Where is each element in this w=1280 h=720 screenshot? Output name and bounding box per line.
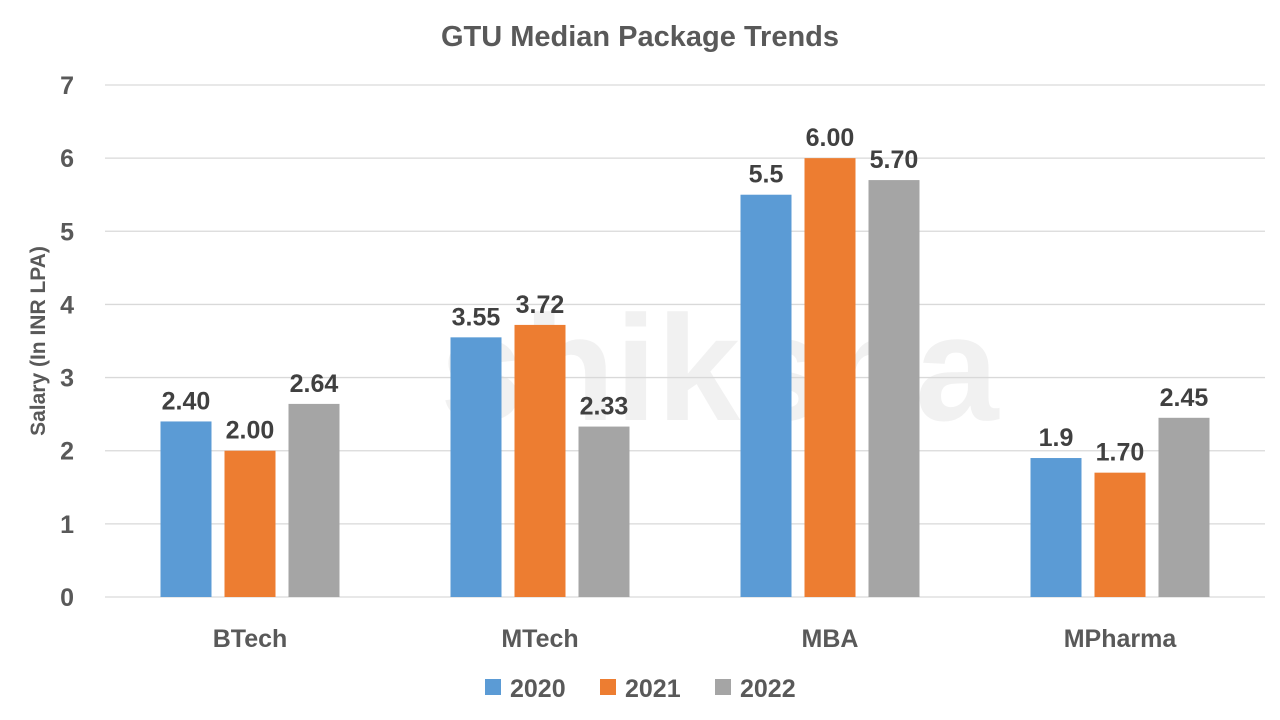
y-tick-label: 0 [60,584,74,612]
bar-2020-MTech [450,337,502,597]
y-tick-label: 2 [60,438,74,466]
data-label: 5.5 [749,161,784,189]
data-label: 2.33 [580,393,629,421]
x-axis-ticks: BTech MTech MBA MPharma [213,625,1178,653]
y-tick-label: 6 [60,145,74,173]
bar-2020-BTech [160,421,212,597]
bar-2021-BTech [224,450,276,597]
bar-2022-MTech [578,426,630,597]
data-label: 6.00 [806,124,855,152]
x-tick-label: MBA [802,625,859,653]
data-label: 1.9 [1039,424,1074,452]
legend-swatch-2020 [485,679,501,695]
x-tick-label: BTech [213,625,288,653]
x-tick-label: MPharma [1064,625,1178,653]
bar-2021-MBA [804,158,856,597]
bar-2021-MPharma [1094,472,1146,597]
y-tick-label: 7 [60,72,74,100]
legend-label: 2021 [625,675,681,703]
data-label: 5.70 [870,146,919,174]
bar-2022-MPharma [1158,417,1210,597]
bar-2020-MPharma [1030,458,1082,597]
data-label: 3.55 [452,303,501,331]
bar-2021-MTech [514,324,566,597]
bar-2020-MBA [740,194,792,597]
y-axis-label: Salary (In INR LPA) [27,246,50,436]
data-label: 2.45 [1160,384,1209,412]
bar-2022-BTech [288,403,340,597]
legend-swatch-2022 [715,679,731,695]
y-tick-label: 4 [60,291,74,319]
data-label: 2.64 [290,370,339,398]
y-axis-ticks: 0 1 2 3 4 5 6 7 [60,72,74,612]
legend-label: 2020 [510,675,566,703]
data-label: 1.70 [1096,439,1145,467]
data-label: 2.40 [162,387,211,415]
legend: 2020 2021 2022 [485,675,796,703]
chart-title: GTU Median Package Trends [441,21,839,53]
data-label: 3.72 [516,291,565,319]
y-tick-label: 5 [60,218,74,246]
data-labels: 2.40 2.00 2.64 3.55 3.72 2.33 5.5 6.00 5.70 1.9 1.… [162,124,1209,467]
data-label: 2.00 [226,417,275,445]
legend-label: 2022 [740,675,796,703]
x-tick-label: MTech [501,625,578,653]
bars [160,158,1210,598]
bar-2022-MBA [868,180,920,598]
y-tick-label: 1 [60,511,74,539]
y-tick-label: 3 [60,365,74,393]
legend-swatch-2021 [600,679,616,695]
